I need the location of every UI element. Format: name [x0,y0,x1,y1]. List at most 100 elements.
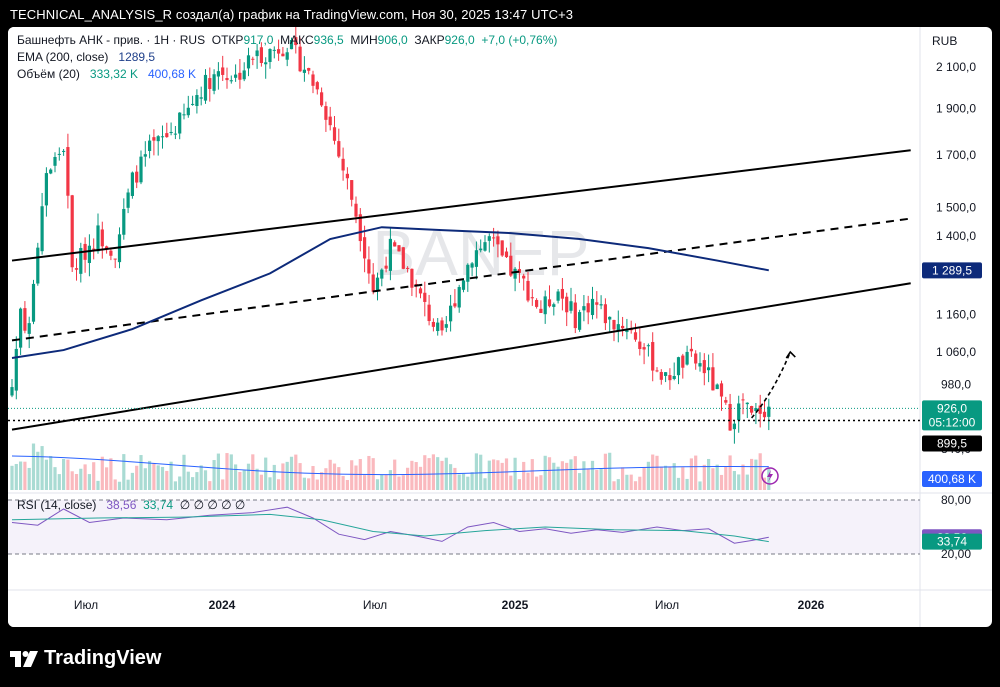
volume-bar [388,470,392,490]
candle-body [672,375,676,379]
volume-bar [143,468,147,490]
candle-body [160,136,165,138]
time-tick-label: 2024 [209,598,236,612]
volume-bar [186,471,190,490]
candle-body [27,323,31,334]
candle-body [401,247,405,269]
candle [152,129,156,156]
candle [264,57,268,79]
rsi-value-1: 38,56 [106,498,137,512]
candle-body [10,387,14,396]
candle [668,368,672,390]
volume-bar [109,458,113,490]
volume-legend[interactable]: Объём (20) 333,32 K 400,68 K [17,67,196,81]
ema-badge: 1 289,5 [922,262,982,279]
volume-bar [225,453,229,490]
candle [414,279,418,298]
volume-bar [719,474,724,490]
candle [492,227,496,247]
time-tick-label: Июл [363,598,387,612]
candle [646,343,650,357]
candle-body [92,248,96,250]
candle [160,125,165,149]
volume-bar [130,472,134,490]
candle-body [479,248,483,251]
candle [461,278,466,293]
price-axis[interactable]: 2 100,0 1 900,0 1 700,0 1 500,0 1 400,0 1 160… [936,60,976,561]
legend-close-label: ЗАКР [414,33,445,47]
price-tick-label: 1 900,0 [936,102,976,116]
volume-bar [625,474,629,490]
candle [122,198,126,240]
candle-body [655,370,659,372]
volume-bar [522,461,526,490]
candle-body [737,403,741,421]
ema-legend[interactable]: EMA (200, close) 1289,5 [17,50,155,64]
candle-body [698,363,702,367]
volume-bar [655,455,659,490]
volume-bar [27,467,31,490]
candle-body [165,133,169,138]
candle-body [66,147,70,196]
candle-body [229,80,233,82]
candle [203,69,208,104]
candle-body [315,82,319,90]
candle [741,393,745,415]
candle-body [418,288,423,294]
alert-icon[interactable] [761,467,779,485]
candle [289,37,294,50]
legend-high-label: МАКС [280,33,314,47]
volume-bar [651,454,655,490]
candle-body [522,275,526,279]
volume-bar [431,454,435,490]
rsi-legend[interactable]: RSI (14, close) 38,56 33,74 ∅ ∅ ∅ ∅ ∅ [17,498,245,512]
countdown-text: 05:12:00 [929,415,976,429]
time-axis[interactable]: Июл 2024 Июл 2025 Июл 2026 [74,598,825,612]
currency-label[interactable]: RUB [932,34,957,48]
candle [10,378,14,398]
rsi-tick-label: 20,00 [941,547,971,561]
candle-body [543,296,547,315]
candle [608,316,612,332]
candle [483,235,487,252]
candle-body [621,325,625,329]
candle-body [762,411,767,418]
volume-bar [74,473,79,490]
candle-body [427,304,431,322]
legend-low: 906,0 [377,33,408,47]
chart-panel[interactable]: BANEP 2 100,0 1 900,0 1 700,0 1 500,0 1 400,… [8,27,992,627]
candle [767,398,771,431]
volume-bar [565,462,569,490]
plot-area[interactable] [8,27,920,627]
candle-body [449,305,453,322]
volume-bar [732,470,736,490]
price-tick-label: 1 400,0 [936,229,976,243]
candle [440,317,444,336]
candle [70,194,74,272]
candle [487,233,491,253]
candle [14,336,18,400]
volume-bar [320,472,324,490]
ohlc-legend[interactable]: Башнефть АНК - прив. · 1Н · RUS ОТКР917,… [17,33,557,47]
volume-bar [53,467,57,490]
candle-body [173,133,177,135]
candle [707,354,711,383]
volume-bar [92,462,96,490]
candle [182,103,186,120]
candle [595,291,599,319]
volume-bar [289,456,294,490]
volume-bar [221,479,225,490]
price-chart-svg[interactable]: BANEP 2 100,01 900,01 700,01 500,01 400,… [8,27,992,627]
volume-bar [578,473,582,490]
candle [53,152,57,173]
candle [165,122,169,138]
rsi-line [11,506,769,544]
volume-bar [535,476,539,490]
tradingview-logo[interactable]: TradingView [10,647,161,670]
candle [737,395,741,433]
candle-body [758,405,762,414]
candle [294,27,298,54]
volume-bar [440,460,444,490]
rsi-ma-badge-text: 33,74 [937,535,967,549]
dotted-level-badge: 899,5 [922,435,982,452]
